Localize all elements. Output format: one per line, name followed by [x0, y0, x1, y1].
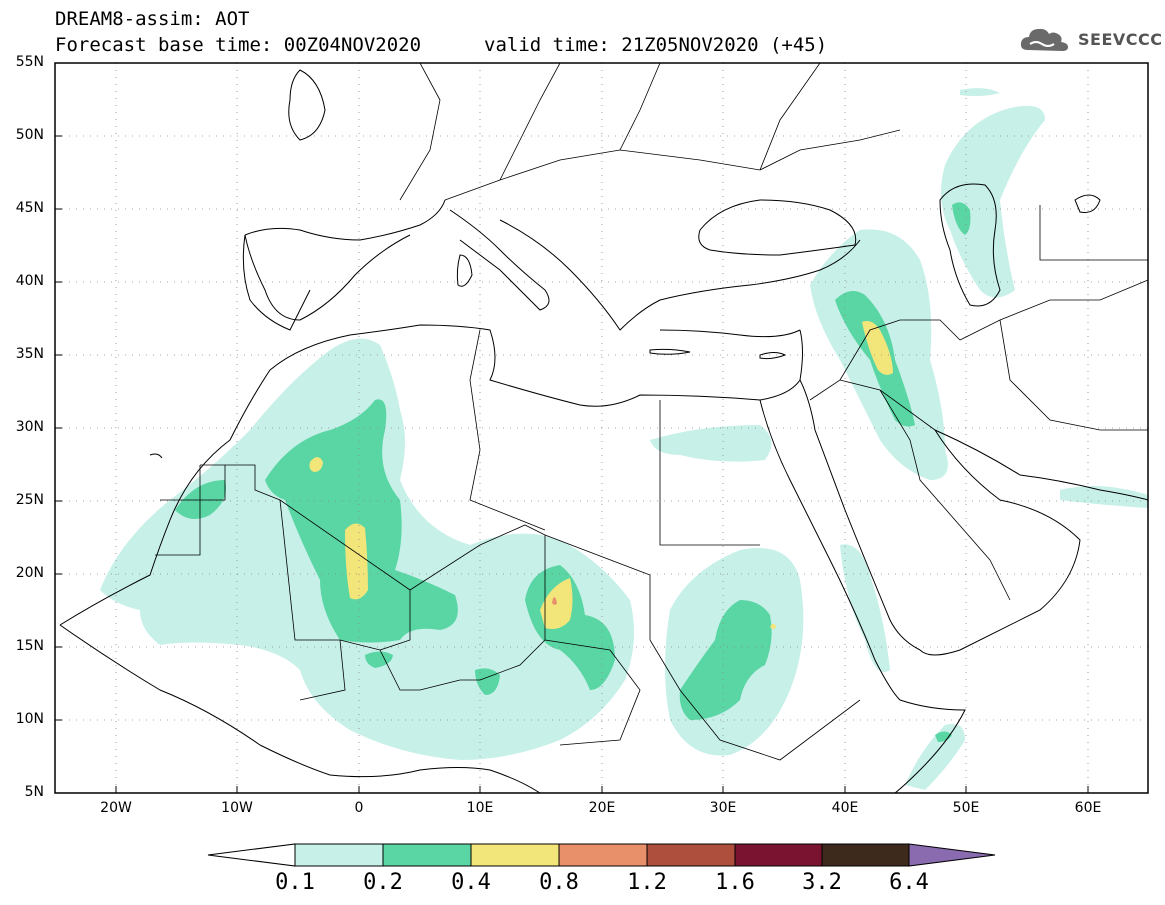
lon-label: 30E: [709, 800, 737, 816]
lat-label: 45N: [15, 200, 44, 216]
country-borders: [155, 63, 1148, 761]
map-grid: [55, 63, 1148, 793]
axis-ticks: [55, 135, 1089, 793]
colorbar-segment: [470, 843, 560, 867]
lat-label: 25N: [15, 492, 44, 508]
colorbar-segment: [821, 843, 910, 867]
lat-label: 30N: [15, 419, 44, 435]
lat-label: 40N: [15, 273, 44, 289]
lon-label: 10E: [466, 800, 494, 816]
colorbar: [207, 843, 996, 867]
lon-label: 20E: [588, 800, 616, 816]
colorbar-over-arrow: [908, 843, 996, 867]
colorbar-segment: [734, 843, 823, 867]
logo: SEEVCCC: [1018, 24, 1163, 54]
lon-label: 50E: [952, 800, 980, 816]
colorbar-label: 0.8: [539, 870, 579, 895]
title-line-1: DREAM8-assim: AOT: [55, 8, 250, 30]
lat-label: 5N: [24, 784, 44, 800]
colorbar-label: 6.4: [889, 870, 929, 895]
valid-time: valid time: 21Z05NOV2020 (+45): [484, 34, 828, 56]
colorbar-segment: [294, 843, 384, 867]
colorbar-label: 3.2: [802, 870, 842, 895]
lon-label: 20W: [100, 800, 132, 816]
lat-label: 20N: [15, 565, 44, 581]
colorbar-segment: [558, 843, 648, 867]
coastlines: [59, 69, 1148, 793]
title-line-2: Forecast base time: 00Z04NOV2020: [55, 34, 422, 56]
colorbar-label: 1.2: [627, 870, 667, 895]
lon-label: 60E: [1074, 800, 1102, 816]
colorbar-label: 0.4: [451, 870, 491, 895]
lat-label: 50N: [15, 127, 44, 143]
colorbar-label: 0.1: [275, 870, 315, 895]
lat-label: 35N: [15, 346, 44, 362]
colorbar-label: 1.6: [715, 870, 755, 895]
lat-label: 55N: [15, 54, 44, 70]
lat-label: 10N: [15, 711, 44, 727]
cloud-icon: [1020, 28, 1068, 51]
colorbar-segment: [382, 843, 472, 867]
lon-label: 10W: [221, 800, 253, 816]
lon-label: 40E: [831, 800, 859, 816]
colorbar-label: 0.2: [363, 870, 403, 895]
colorbar-segment: [646, 843, 736, 867]
logo-text: SEEVCCC: [1078, 29, 1163, 49]
lon-label: 0: [354, 800, 364, 816]
aot-peak-spot: [552, 597, 557, 605]
colorbar-under-arrow: [207, 843, 296, 867]
lat-label: 15N: [15, 638, 44, 654]
map-contents: [55, 63, 1148, 793]
